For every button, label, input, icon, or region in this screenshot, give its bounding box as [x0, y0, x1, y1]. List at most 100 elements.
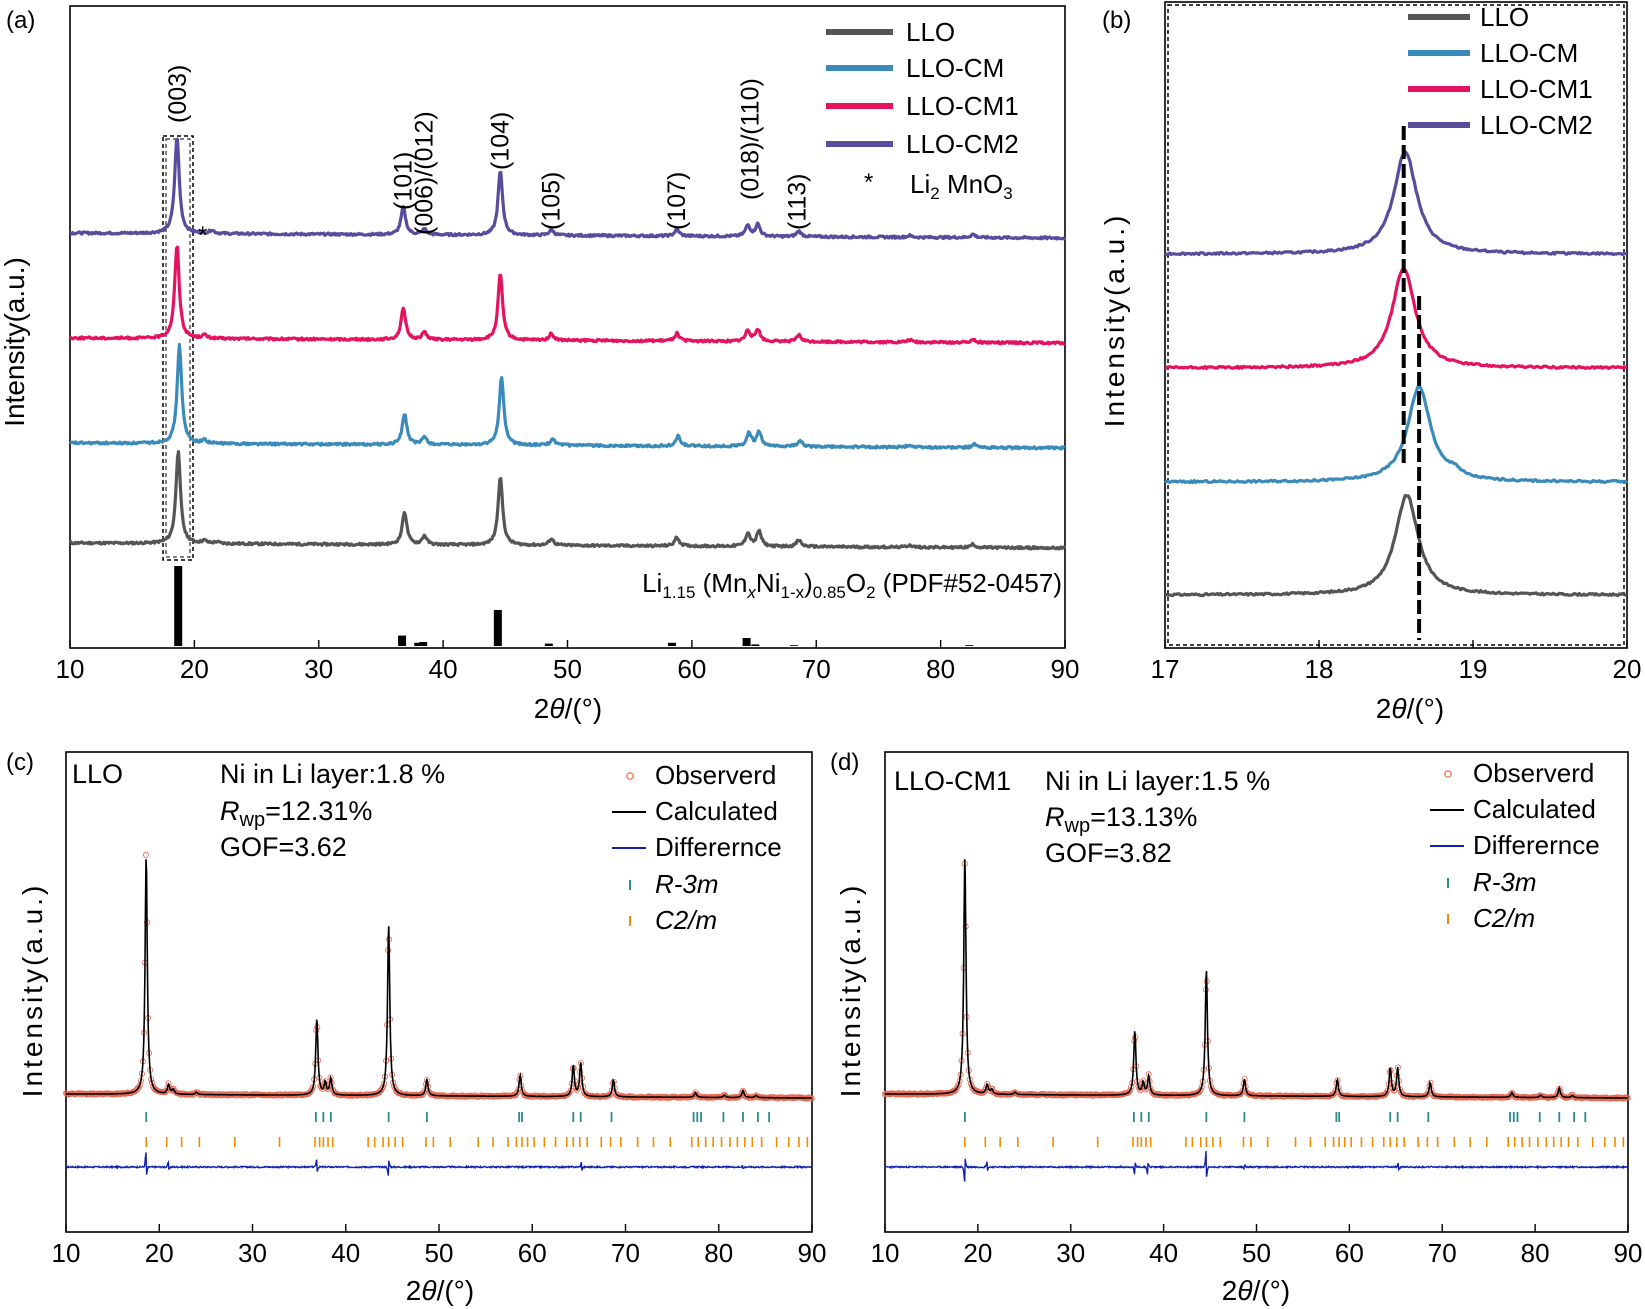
panel-label-d: (d)	[830, 749, 859, 776]
d-observed-point	[1508, 1090, 1515, 1097]
d-xtick-label-30: 30	[1056, 1238, 1085, 1268]
c-legend-difference: Differernce	[655, 832, 782, 862]
panel-d-sample-label: LLO-CM1	[894, 766, 1011, 796]
c-xtick-label-10: 10	[52, 1238, 81, 1268]
panel-c-xlabel: 2θ/(°)	[406, 1275, 474, 1306]
c-difference-line	[65, 1152, 813, 1176]
d-legend-observed-marker	[1444, 770, 1452, 778]
reference-bar-4	[493, 610, 502, 646]
c-observed-point	[307, 1089, 314, 1096]
c-xtick-label-60: 60	[518, 1238, 547, 1268]
b-series-line-llo-cm	[1164, 384, 1629, 485]
d-r3m-ticks	[963, 1112, 1587, 1122]
a-xtick-label-90: 90	[1051, 654, 1080, 684]
d-difference-line	[884, 1150, 1629, 1182]
a-xtick-label-50: 50	[553, 654, 582, 684]
panel-a-pdf-label: Li1.15 (MnxNi1-x)0.85O2 (PDF#52-0457)	[642, 568, 1062, 602]
b-series-line-llo-cm1	[1164, 267, 1628, 371]
reference-bar-0	[174, 566, 183, 646]
d-observed-point	[972, 1087, 979, 1094]
reference-bar-7	[742, 638, 751, 646]
d-observed-point	[1329, 1092, 1336, 1099]
panel-d-gof: GOF=3.82	[1045, 838, 1172, 868]
panel-c-ni-text: Ni in Li layer:1.8 %	[220, 759, 445, 789]
reference-bar-6	[667, 642, 676, 646]
d-observed-point	[950, 1087, 957, 1094]
series-line-llo-cm	[69, 342, 1066, 451]
a-xtick-label-10: 10	[56, 654, 85, 684]
panel-label-c: (c)	[6, 749, 34, 776]
b-xtick-label-17: 17	[1151, 654, 1180, 684]
hkl-label-2: (006)/(012)	[410, 111, 438, 235]
panel-c-ylabel: Intensity(a.u.)	[17, 883, 48, 1098]
hkl-label-5: (107)	[663, 172, 691, 230]
d-observed-point	[949, 1088, 956, 1095]
a-xtick-label-60: 60	[677, 654, 706, 684]
legend-label-llo-cm1: LLO-CM1	[906, 91, 1019, 121]
panel-d: (d) 10 20 30 40 50 60 70 80 90 2θ/(°) Intensity(…	[830, 749, 1642, 1306]
c-xtick-label-40: 40	[331, 1238, 360, 1268]
d-legend-c2m: C2/m	[1473, 903, 1535, 933]
panel-a: (a) 10 20 30 40 50 60 70 80 90 2θ/(°) Intensity(…	[0, 5, 1080, 724]
reference-bar-9	[789, 645, 798, 646]
c-calculated-line	[66, 859, 812, 1099]
panel-d-legend: Observerd Calculated Differernce R-3m C2…	[1430, 758, 1600, 933]
panel-d-plot	[882, 859, 1631, 1182]
d-observed-point	[1127, 1087, 1134, 1094]
panel-label-b: (b)	[1102, 7, 1131, 34]
reference-bar-3	[419, 642, 428, 646]
panel-a-legend: LLO LLO-CM LLO-CM1 LLO-CM2 * Li2 MnO3	[826, 17, 1019, 203]
c-xtick-label-70: 70	[611, 1238, 640, 1268]
panel-c-rwp: Rwp=12.31%	[220, 796, 372, 831]
b-series-line-llo	[1164, 493, 1628, 598]
panel-a-reference-bars	[174, 566, 974, 646]
panel-a-hkl-labels: (003) (101)(006)/(012) (104) (105) (107) (018…	[164, 65, 811, 235]
d-observed-point	[978, 1090, 985, 1097]
b-xtick-label-20: 20	[1613, 654, 1642, 684]
b-legend-label-llo-cm1: LLO-CM1	[1480, 74, 1593, 104]
d-c2m-ticks	[964, 1137, 1625, 1147]
d-xtick-label-20: 20	[963, 1238, 992, 1268]
c-legend-calculated: Calculated	[655, 796, 778, 826]
panel-label-a: (a)	[6, 7, 35, 34]
d-xtick-label-60: 60	[1335, 1238, 1364, 1268]
hkl-label-6: (018)/(110)	[736, 78, 764, 200]
d-calculated-line	[885, 859, 1628, 1099]
panel-c-legend: Observerd Calculated Differernce R-3m C2…	[612, 760, 782, 935]
hkl-label-1: (101)	[389, 152, 417, 210]
d-xtick-label-80: 80	[1521, 1238, 1550, 1268]
d-legend-difference: Differernce	[1473, 830, 1600, 860]
d-observed-points	[882, 860, 1631, 1102]
legend-label-llo-cm2: LLO-CM2	[906, 129, 1019, 159]
panel-c-x-axis: 10 20 30 40 50 60 70 80 90	[52, 1224, 826, 1268]
panel-c-gof: GOF=3.62	[220, 832, 347, 862]
c-observed-point	[565, 1090, 572, 1097]
c-legend-observed: Observerd	[655, 760, 776, 790]
b-legend-label-llo-cm: LLO-CM	[1480, 38, 1578, 68]
hkl-label-3: (104)	[486, 112, 514, 170]
panel-a-xlabel: 2θ/(°)	[534, 693, 602, 724]
panel-b-x-axis: 17 18 19 20	[1151, 640, 1642, 684]
b-xtick-label-19: 19	[1459, 654, 1488, 684]
panel-a-series-group	[68, 137, 1067, 551]
reference-bar-5	[544, 643, 553, 646]
c-c2m-ticks	[145, 1137, 809, 1147]
c-observed-point	[142, 851, 149, 858]
a-xtick-label-80: 80	[926, 654, 955, 684]
d-xtick-label-50: 50	[1242, 1238, 1271, 1268]
d-legend-r3m: R-3m	[1473, 867, 1537, 897]
series-line-llo	[69, 450, 1067, 551]
c-legend-r3m: R-3m	[655, 869, 719, 899]
d-observed-point	[1509, 1089, 1516, 1096]
panel-c-sample-label: LLO	[72, 759, 123, 789]
legend-label-li2mno3: Li2 MnO3	[910, 169, 1013, 203]
legend-star-marker: *	[864, 169, 873, 196]
a-xtick-label-70: 70	[802, 654, 831, 684]
a-xtick-label-30: 30	[304, 654, 333, 684]
panel-b-reference-dashes	[1401, 126, 1422, 640]
panel-b-series-group	[1164, 150, 1629, 598]
b-series-line-llo-cm2	[1164, 150, 1628, 257]
panel-d-frame	[884, 751, 1629, 1233]
panel-d-x-axis: 10 20 30 40 50 60 70 80 90	[871, 1224, 1642, 1268]
